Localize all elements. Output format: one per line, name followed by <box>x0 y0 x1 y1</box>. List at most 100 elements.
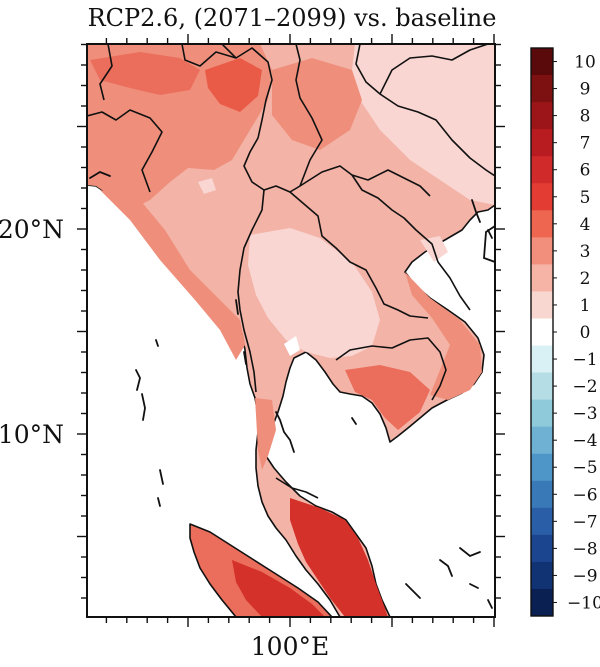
colorbar-swatch <box>531 318 553 346</box>
border-myanmar-china <box>181 44 431 197</box>
zone-china-orange <box>272 58 362 150</box>
y-axis-label: 10°N <box>0 420 64 449</box>
colorbar-swatch <box>531 102 553 130</box>
island-east-4 <box>439 559 453 577</box>
zone-sumatra-red <box>232 560 325 617</box>
zone-peninsula-orange <box>255 398 276 470</box>
zone-vietnam-orange <box>405 272 482 400</box>
map-title: RCP2.6, (2071–2099) vs. baseline <box>88 4 497 32</box>
island-east-5 <box>469 583 479 589</box>
colorbar-swatch <box>531 372 553 401</box>
map-frame <box>86 43 496 618</box>
colorbar-swatch <box>531 291 553 319</box>
colorbar-swatch <box>531 588 553 617</box>
colorbar-label: 3 <box>580 242 591 262</box>
colorbar-label: 10 <box>574 53 596 73</box>
border-west-myanmar <box>87 109 163 193</box>
colorbar-swatch <box>531 264 553 292</box>
island-borneo-hint <box>483 224 495 263</box>
colorbar-label: 9 <box>580 80 591 100</box>
zone-myanmar-hotspot <box>205 58 262 112</box>
colorbar-swatch <box>531 345 553 373</box>
colorbar-swatch <box>531 426 553 455</box>
colorbar-swatch <box>531 183 553 211</box>
zone-north-strong <box>90 52 200 95</box>
zone-laos-mid <box>300 160 412 262</box>
colorbar-label: −2 <box>572 377 597 397</box>
island-andaman-3 <box>155 339 159 347</box>
islands <box>89 170 495 609</box>
border-vietnam-north <box>355 44 495 177</box>
colorbar-label: −1 <box>572 350 597 370</box>
colorbar-swatch <box>531 480 553 509</box>
colorbar-swatch <box>531 210 553 238</box>
colorbar-label: −3 <box>572 404 597 424</box>
island-east-3 <box>459 547 481 558</box>
island-coast-2 <box>235 299 239 315</box>
border-china-south <box>221 44 237 59</box>
zone-central-light <box>248 228 380 358</box>
colorbar-label: −4 <box>572 431 597 451</box>
colorbar-label: 4 <box>580 215 591 235</box>
colorbar-label: 2 <box>580 269 591 289</box>
zone-myanmar-west <box>100 190 245 360</box>
colorbar-label: 0 <box>580 323 591 343</box>
border-cambodia <box>335 337 447 401</box>
colorbar-label: 7 <box>580 134 591 154</box>
colorbar-label: −5 <box>572 458 597 478</box>
colorbar-swatch <box>531 48 553 76</box>
border-myanmar-thailand <box>237 189 265 393</box>
colorbar-label: 8 <box>580 107 591 127</box>
colorbar-swatch <box>531 75 553 103</box>
border-myanmar-bangladesh <box>99 44 113 101</box>
island-gulf-1 <box>351 417 357 425</box>
colorbar-swatch <box>531 399 553 428</box>
zone-ne-light <box>352 44 495 205</box>
island-andaman-4 <box>159 469 164 485</box>
colorbar-swatch <box>531 534 553 563</box>
colorbar-swatch <box>531 453 553 482</box>
border-thailand-laos <box>289 191 429 319</box>
map-area <box>87 44 495 617</box>
zone-malaysia-red <box>290 498 388 617</box>
border-northeast-inner <box>379 44 489 95</box>
colorbar-label: 1 <box>580 296 591 316</box>
country-borders <box>87 44 495 499</box>
zone-cambodia-strong <box>345 365 430 430</box>
border-malaysia-thailand <box>275 477 319 499</box>
colorbar-swatch <box>531 507 553 536</box>
colorbar-label: −9 <box>572 566 597 586</box>
anomaly-zones <box>87 44 495 617</box>
island-andaman-2 <box>141 393 146 421</box>
y-axis-label: 20°N <box>0 215 64 244</box>
colorbar-swatch <box>531 156 553 184</box>
island-andaman-5 <box>157 497 161 507</box>
colorbar-swatch <box>531 561 553 590</box>
island-east-2 <box>487 229 493 239</box>
colorbar-label: 5 <box>580 188 591 208</box>
colorbar-swatch <box>531 129 553 157</box>
island-west-coast <box>89 170 111 179</box>
x-axis-label: 100°E <box>251 632 329 661</box>
island-east-1 <box>471 199 481 223</box>
island-andaman-1 <box>135 369 141 391</box>
colorbar-label: −6 <box>572 485 597 505</box>
axis-labels: 20°N 10°N 100°E <box>0 215 329 661</box>
colorbar-swatch <box>531 237 553 265</box>
island-south-1 <box>405 583 421 599</box>
island-coast-1 <box>275 411 295 453</box>
zone-spot-light-1 <box>198 178 216 194</box>
border-china-laos <box>295 44 323 187</box>
zone-spot-white <box>284 336 300 356</box>
colorbar-label: −8 <box>572 539 597 559</box>
colorbar-label: −10 <box>567 593 600 613</box>
island-south-2 <box>487 599 493 609</box>
island-coast-3 <box>243 351 247 365</box>
colorbar-label: 6 <box>580 161 591 181</box>
colorbar-label: −7 <box>572 512 597 532</box>
border-laos-vietnam <box>351 174 471 311</box>
axis-ticks <box>77 34 505 627</box>
